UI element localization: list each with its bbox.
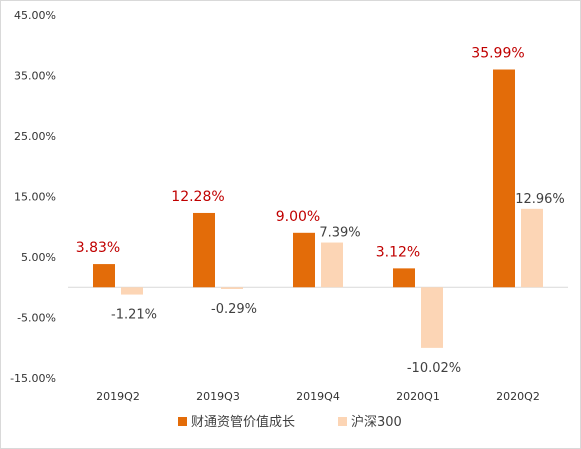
- x-tick-label: 2020Q1: [396, 390, 440, 403]
- y-tick-label: -15.00%: [10, 372, 56, 385]
- bar-fund: [493, 69, 515, 288]
- bar-fund: [93, 264, 115, 288]
- legend-swatch: [338, 417, 347, 426]
- bar-index: [121, 287, 143, 295]
- data-label-fund: 35.99%: [471, 46, 524, 62]
- y-axis: 45.00% 35.00% 25.00% 15.00% 5.00% -5.00% -15.0…: [10, 9, 56, 385]
- y-tick-label: 15.00%: [14, 191, 56, 204]
- x-tick-label: 2019Q3: [196, 390, 240, 403]
- bar-fund: [193, 212, 215, 288]
- data-label-index: -10.02%: [407, 361, 461, 376]
- legend-label: 沪深300: [351, 414, 402, 430]
- y-tick-label: -5.00%: [17, 312, 56, 325]
- bars: [93, 69, 543, 348]
- data-label-fund: 9.00%: [276, 209, 320, 225]
- y-tick-label: 45.00%: [14, 9, 56, 22]
- y-tick-label: 5.00%: [21, 251, 56, 264]
- data-label-index: 12.96%: [515, 192, 565, 207]
- bar-fund: [393, 268, 415, 288]
- legend-swatch: [178, 417, 187, 426]
- y-tick-label: 25.00%: [14, 130, 56, 143]
- bar-index: [321, 242, 343, 288]
- bar-index: [521, 208, 543, 288]
- y-tick-label: 35.00%: [14, 70, 56, 83]
- x-axis: 2019Q2 2019Q3 2019Q4 2020Q1 2020Q2: [96, 390, 540, 403]
- data-label-fund: 3.83%: [76, 240, 120, 256]
- legend: 财通资管价值成长 沪深300: [178, 414, 402, 430]
- data-label-index: -1.21%: [111, 308, 157, 323]
- x-tick-label: 2019Q4: [296, 390, 340, 403]
- data-label-index: 7.39%: [319, 226, 360, 241]
- x-tick-label: 2019Q2: [96, 390, 140, 403]
- bar-index: [421, 287, 443, 348]
- data-label-fund: 12.28%: [171, 189, 224, 205]
- bar-fund: [293, 232, 315, 288]
- legend-item-fund: 财通资管价值成长: [178, 414, 295, 430]
- data-label-fund: 3.12%: [376, 244, 420, 260]
- legend-label: 财通资管价值成长: [191, 414, 295, 430]
- data-labels: 3.83% -1.21% 12.28% -0.29% 9.00%7.39% 3.12% -1…: [76, 46, 565, 376]
- legend-item-index: 沪深300: [338, 414, 402, 430]
- x-tick-label: 2020Q2: [496, 390, 540, 403]
- data-label-index: -0.29%: [211, 302, 257, 317]
- bar-index: [221, 287, 243, 290]
